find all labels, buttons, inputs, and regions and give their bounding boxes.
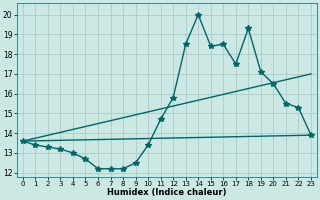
X-axis label: Humidex (Indice chaleur): Humidex (Indice chaleur)	[107, 188, 227, 197]
